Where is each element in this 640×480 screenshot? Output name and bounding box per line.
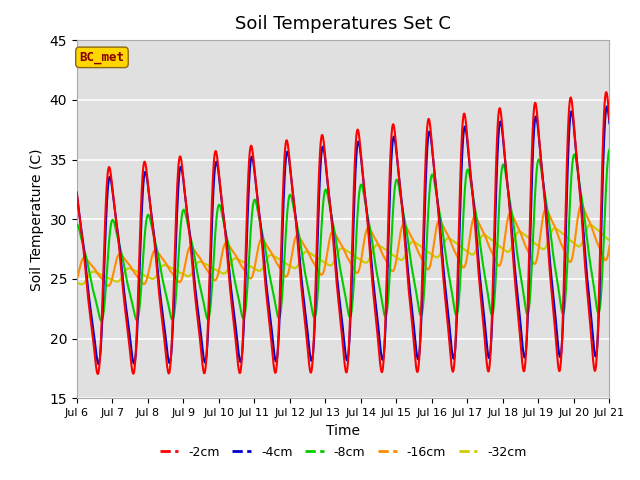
Text: BC_met: BC_met <box>79 51 124 64</box>
Legend: -2cm, -4cm, -8cm, -16cm, -32cm: -2cm, -4cm, -8cm, -16cm, -32cm <box>154 441 532 464</box>
Y-axis label: Soil Temperature (C): Soil Temperature (C) <box>30 148 44 290</box>
Title: Soil Temperatures Set C: Soil Temperatures Set C <box>235 15 451 33</box>
X-axis label: Time: Time <box>326 424 360 438</box>
